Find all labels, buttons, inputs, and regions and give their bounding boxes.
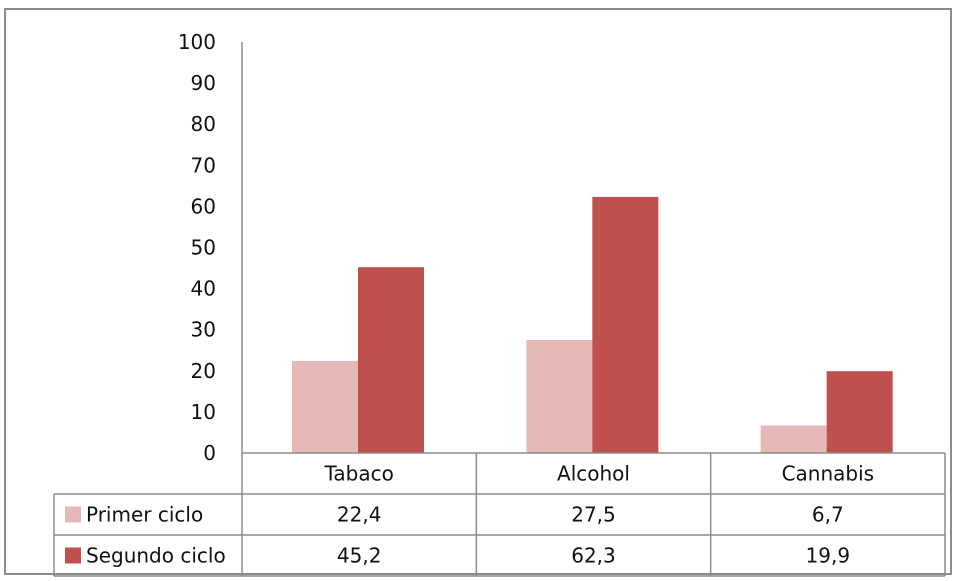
bar-segundo-ciclo-alcohol [592, 196, 659, 453]
category-label-tabaco: Tabaco [323, 462, 393, 486]
chart-frame [4, 8, 952, 575]
axes [241, 42, 945, 454]
table-value: 22,4 [337, 503, 382, 527]
y-axis-ticks: 0 10 20 30 40 50 60 70 80 90 100 [178, 30, 216, 465]
bar-primer-ciclo-cannabis [760, 425, 827, 453]
y-tick-label: 50 [191, 236, 216, 260]
y-tick-label: 10 [191, 400, 216, 424]
table-value: 45,2 [337, 544, 382, 568]
table-value: 62,3 [571, 544, 616, 568]
y-tick-label: 0 [203, 441, 216, 465]
legend-label: Primer ciclo [86, 503, 203, 527]
table-value: 6,7 [812, 503, 844, 527]
y-tick-label: 40 [191, 277, 216, 301]
y-tick-label: 100 [178, 30, 216, 54]
category-label-cannabis: Cannabis [782, 462, 875, 486]
y-tick-label: 30 [191, 318, 216, 342]
bar-segundo-ciclo-tabaco [358, 267, 424, 453]
category-label-alcohol: Alcohol [557, 462, 630, 486]
bar-primer-ciclo-tabaco [292, 360, 358, 453]
y-tick-label: 60 [191, 194, 216, 218]
data-table: Tabaco Alcohol Cannabis Primer ciclo 22,4 27,… [53, 453, 946, 577]
legend-label: Segundo ciclo [86, 544, 226, 568]
y-tick-label: 70 [191, 153, 216, 177]
bar-primer-ciclo-alcohol [526, 339, 593, 453]
bars [292, 196, 893, 453]
table-value: 19,9 [806, 544, 851, 568]
bar-segundo-ciclo-cannabis [826, 371, 893, 453]
y-tick-label: 20 [191, 359, 216, 383]
table-value: 27,5 [571, 503, 616, 527]
y-tick-label: 80 [191, 112, 216, 136]
legend-swatch [65, 506, 81, 523]
y-tick-label: 90 [191, 71, 216, 95]
legend-swatch [65, 547, 81, 564]
